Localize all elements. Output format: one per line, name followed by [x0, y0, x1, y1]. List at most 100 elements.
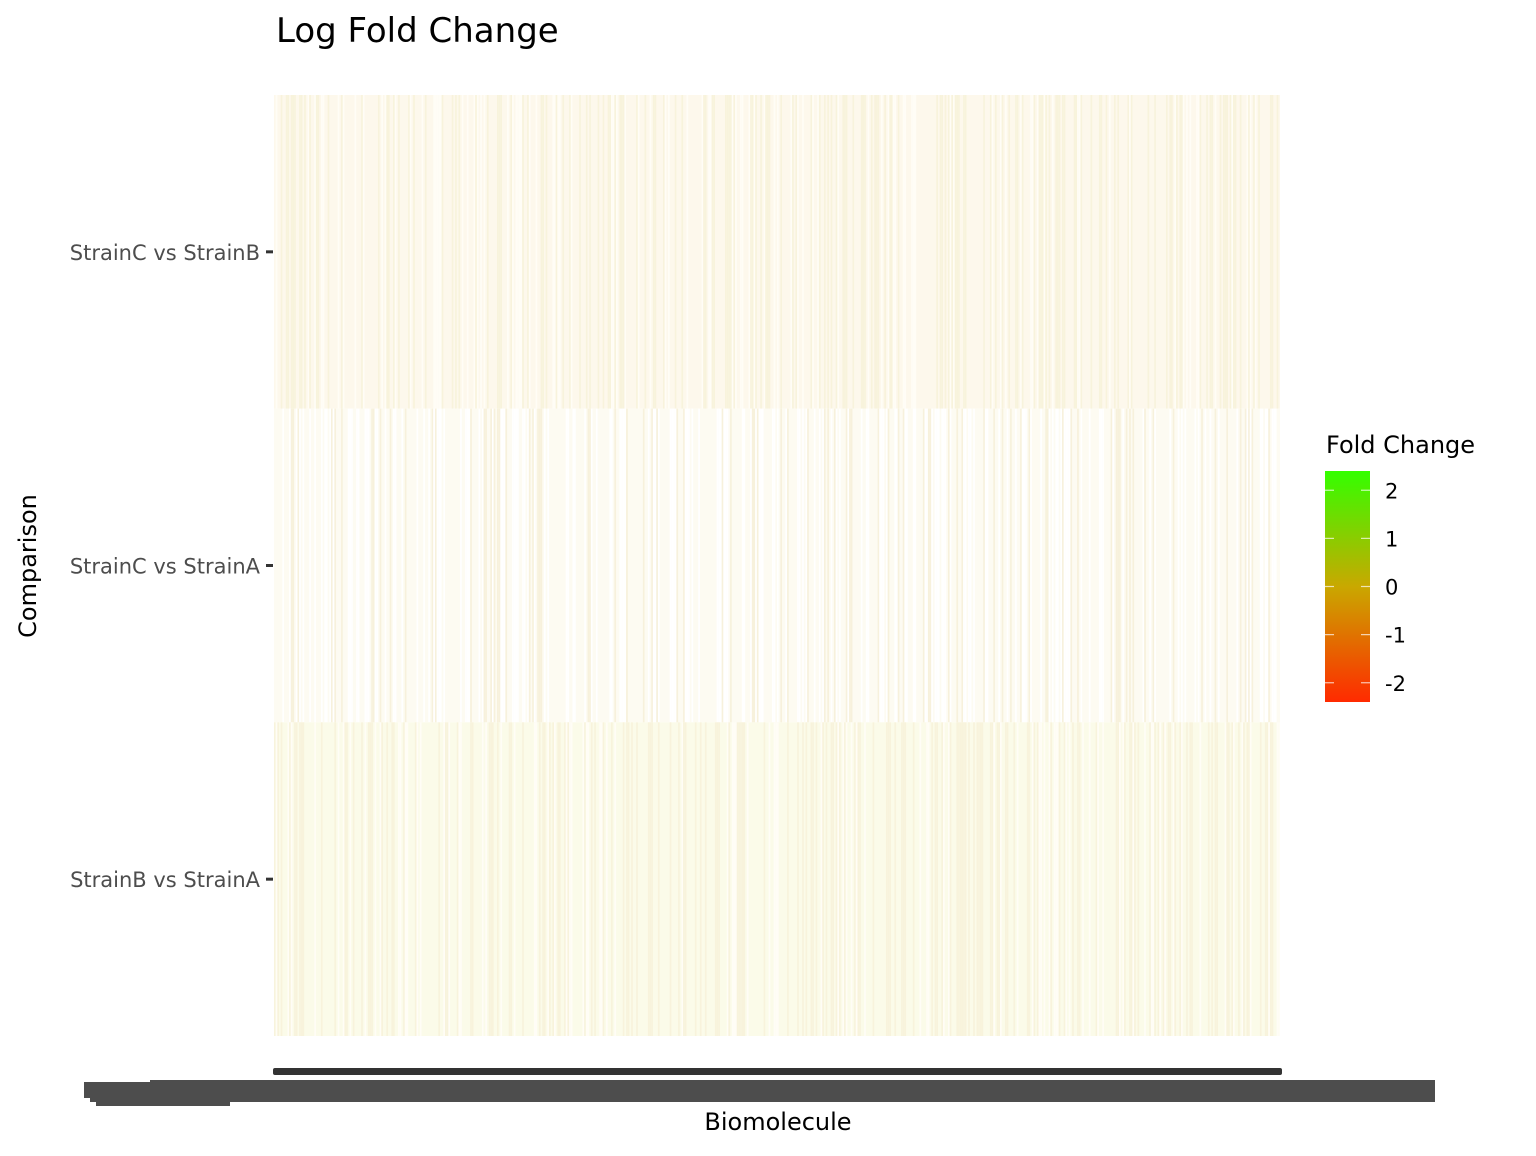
heatmap-cell: [386, 95, 389, 409]
heatmap-cell: [760, 95, 762, 409]
heatmap-cell: [911, 95, 913, 409]
heatmap-cell: [461, 95, 464, 409]
heatmap-cell: [669, 722, 672, 1036]
heatmap-cell: [567, 722, 570, 1036]
heatmap-cell: [280, 722, 283, 1036]
heatmap-cell: [366, 408, 368, 723]
heatmap-cell: [1246, 408, 1249, 723]
heatmap-cell: [867, 408, 870, 723]
heatmap-cell: [1157, 722, 1160, 1036]
heatmap-cell: [502, 408, 504, 723]
heatmap-cell: [984, 408, 987, 723]
heatmap-cell: [500, 95, 503, 409]
heatmap-cell: [716, 408, 719, 723]
heatmap-cell: [902, 95, 905, 409]
heatmap-cell: [547, 722, 549, 1036]
heatmap-cell: [1186, 722, 1188, 1036]
heatmap-cell: [969, 408, 972, 723]
heatmap-cell: [1271, 722, 1274, 1036]
heatmap-cell: [1154, 95, 1156, 409]
heatmap-cell: [709, 95, 712, 409]
heatmap-cell: [602, 95, 605, 409]
heatmap-cell: [528, 95, 531, 409]
heatmap-cell: [998, 408, 1000, 723]
heatmap-cell: [465, 408, 467, 723]
heatmap-cell: [949, 408, 952, 723]
heatmap-cell: [302, 408, 305, 723]
heatmap-cell: [1196, 95, 1198, 409]
heatmap-cell: [1060, 408, 1063, 723]
heatmap-cell: [1065, 408, 1068, 723]
heatmap-cell: [795, 95, 798, 409]
heatmap-cell: [777, 408, 779, 723]
heatmap-cell: [942, 722, 945, 1036]
heatmap-cell: [1070, 408, 1073, 723]
heatmap-cell: [1122, 722, 1125, 1036]
heatmap-cell: [1186, 95, 1188, 409]
heatmap-cell: [1246, 95, 1249, 409]
heatmap-cell: [812, 95, 814, 409]
heatmap-cell: [1204, 408, 1207, 723]
legend-ticks: 2 1 0 -1 -2: [1325, 479, 1406, 696]
heatmap-cell: [1184, 408, 1187, 723]
heatmap-cell: [496, 722, 499, 1036]
heatmap-cell: [1016, 722, 1019, 1036]
heatmap-cell: [919, 722, 922, 1036]
heatmap-cell: [963, 95, 965, 409]
heatmap-cell: [872, 722, 875, 1036]
heatmap-cell: [302, 722, 305, 1036]
heatmap-cell: [374, 722, 377, 1036]
heatmap-cell: [631, 722, 633, 1036]
heatmap-cell: [1036, 722, 1039, 1036]
heatmap-cell: [879, 408, 881, 723]
heatmap-cell: [1271, 408, 1274, 723]
heatmap-cell: [785, 408, 788, 723]
heatmap-cell: [637, 95, 640, 409]
heatmap-cell: [870, 95, 873, 409]
heatmap-cell: [1112, 408, 1115, 723]
heatmap-cell: [844, 722, 846, 1036]
heatmap-cell: [1100, 408, 1103, 723]
heatmap-cell: [1057, 408, 1059, 723]
heatmap-cell: [555, 95, 558, 409]
heatmap-cell: [1065, 722, 1068, 1036]
heatmap-cell: [1231, 95, 1234, 409]
heatmap-cell: [565, 722, 568, 1036]
heatmap-cell: [981, 722, 984, 1036]
heatmap-cell: [533, 722, 536, 1036]
heatmap-cell: [753, 408, 756, 723]
heatmap-cell: [485, 722, 487, 1036]
heatmap-cell: [1117, 722, 1120, 1036]
heatmap-cell: [949, 95, 952, 409]
heatmap-cell: [926, 408, 928, 723]
heatmap-cell: [337, 722, 340, 1036]
heatmap-cell: [750, 408, 752, 723]
heatmap-cell: [512, 408, 514, 723]
heatmap-cell: [855, 722, 858, 1036]
heatmap-cell: [1078, 95, 1081, 409]
heatmap-cell: [983, 95, 985, 409]
heatmap-cell: [835, 408, 838, 723]
heatmap-cell: [498, 95, 501, 409]
heatmap-cell: [766, 95, 769, 409]
heatmap-cell: [859, 722, 861, 1036]
heatmap-cell: [1005, 722, 1007, 1036]
heatmap-cell: [384, 408, 387, 723]
heatmap-cell: [976, 722, 979, 1036]
heatmap-cell: [349, 722, 352, 1036]
heatmap-cell: [1233, 95, 1235, 409]
heatmap-cell: [763, 95, 766, 409]
heatmap-cell: [1102, 408, 1104, 723]
heatmap-cell: [443, 408, 446, 723]
heatmap-cell: [998, 722, 1000, 1036]
heatmap-cell: [1152, 408, 1155, 723]
heatmap-cell: [713, 95, 715, 409]
heatmap-cell: [371, 408, 373, 723]
y-axis: StrainC vs StrainB StrainC vs StrainA Stra…: [70, 241, 273, 892]
heatmap-cell: [552, 722, 555, 1036]
heatmap-cell: [978, 722, 980, 1036]
heatmap-cell: [1249, 722, 1252, 1036]
heatmap-cell: [1058, 722, 1061, 1036]
heatmap-cell: [290, 95, 293, 409]
heatmap-cell: [540, 408, 543, 723]
